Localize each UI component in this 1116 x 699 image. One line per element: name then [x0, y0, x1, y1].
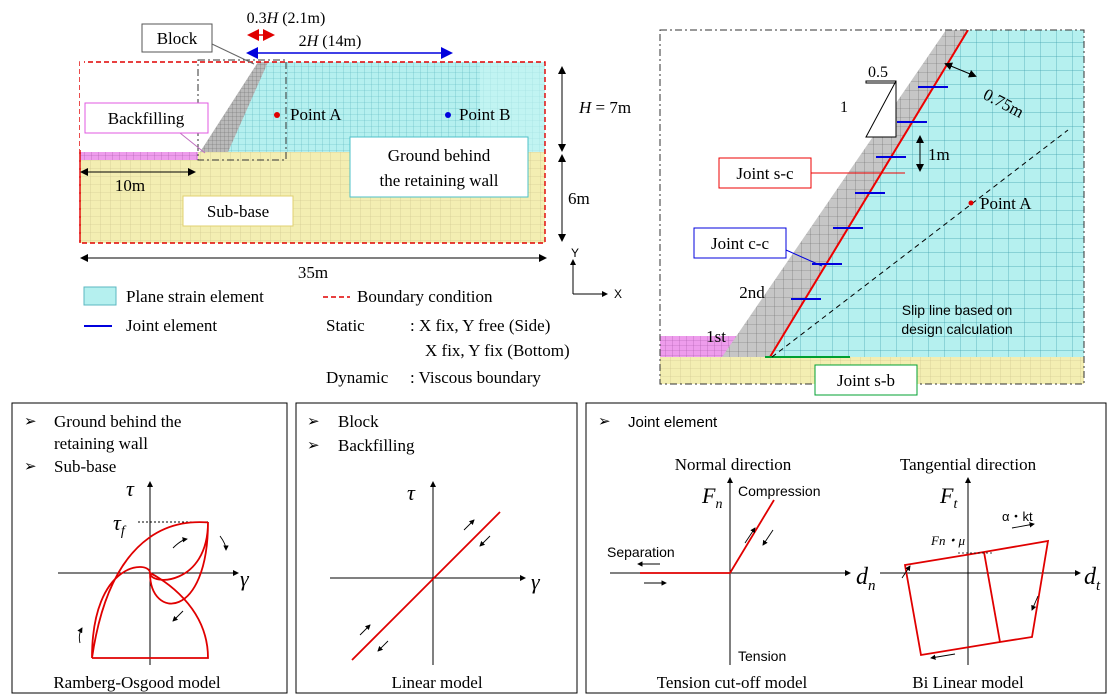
legend-plane-strain-swatch: [83, 286, 117, 306]
x-axis-label: X: [614, 287, 622, 301]
panel-ro: [11, 402, 288, 694]
detail-point-a-marker: [968, 200, 974, 206]
separation-label: Separation: [607, 544, 675, 560]
backfill-mesh: [80, 152, 198, 160]
subbase-label-box: [182, 195, 294, 227]
compression-label: Compression: [738, 483, 820, 499]
bilinear-loop: [903, 539, 1050, 657]
spacing-label: 1m: [928, 145, 950, 164]
layer-1st-label: 1st: [706, 327, 726, 346]
linear-y-label: τ: [407, 480, 416, 505]
linear-x-label: γ: [531, 569, 541, 594]
y-axis-label: Y: [571, 246, 579, 260]
stiffness-label: α・kt: [1002, 509, 1033, 524]
bullet-arrow: ➢: [24, 414, 37, 430]
bullet-arrow: ➢: [24, 459, 37, 475]
ro-hysteresis-curve: [91, 521, 209, 659]
legend-joint-label: Joint element: [126, 316, 217, 335]
static-line2: X fix, Y fix (Bottom): [425, 341, 570, 360]
ro-bullet-1a: Ground behind the: [54, 412, 181, 431]
point-b-marker: [445, 112, 451, 118]
tangential-y-label: Ft: [939, 483, 958, 512]
subbase-label: Sub-base: [207, 202, 269, 221]
slope-triangle: [865, 80, 897, 138]
slope-h-label: 0.5: [868, 64, 888, 81]
normal-caption: Tension cut-off model: [657, 673, 808, 692]
dim-03h-label: 0.3H (2.1m): [247, 10, 326, 27]
ground-mesh: [226, 62, 545, 152]
ro-peak-label: τf: [113, 510, 127, 539]
dynamic-label: Dynamic: [326, 368, 389, 387]
linear-bullet-2: Backfilling: [338, 436, 415, 455]
point-a-label: Point A: [290, 105, 342, 124]
legend-plane-strain-label: Plane strain element: [126, 287, 264, 306]
tension-cutoff-curve: [640, 499, 775, 574]
joint-sb-box: [814, 364, 918, 396]
ro-x-label: γ: [240, 566, 250, 591]
normal-title: Normal direction: [675, 455, 792, 474]
bullet-arrow: ➢: [598, 414, 611, 430]
panel-joint: [585, 402, 1107, 694]
detail-point-a-label: Point A: [980, 194, 1032, 213]
dim-35m-label: 35m: [298, 263, 328, 282]
bullet-arrow: ➢: [307, 414, 320, 430]
ro-bullet-1b: retaining wall: [54, 434, 148, 453]
slip-line-label2: design calculation: [901, 321, 1012, 337]
joint-cc-label: Joint c-c: [711, 234, 770, 253]
friction-label: Fn・μ: [930, 533, 965, 548]
tangential-title: Tangential direction: [900, 455, 1037, 474]
ground-label-box: [349, 136, 529, 198]
dim-10m-label: 10m: [115, 176, 145, 195]
ro-panel-content: ➢ Ground behind the retaining wall ➢ Sub…: [24, 412, 250, 692]
point-a-marker: [274, 112, 280, 118]
static-label: Static: [326, 316, 365, 335]
point-b-label: Point B: [459, 105, 511, 124]
normal-x-label: dn: [856, 564, 876, 594]
detail-view: 0.5 1 0.75m 1m Joint s-c Joint c-c Point…: [659, 29, 1085, 396]
fe-model: Block Backfilling Ground behind the reta…: [79, 10, 631, 301]
layer-2nd-label: 2nd: [739, 283, 765, 302]
panel-linear: [295, 402, 578, 694]
ro-caption: Ramberg-Osgood model: [53, 673, 221, 692]
slip-line-label1: Slip line based on: [902, 302, 1013, 318]
tangential-caption: Bi Linear model: [912, 673, 1024, 692]
ro-bullet-2: Sub-base: [54, 457, 116, 476]
normal-y-label: Fn: [701, 483, 722, 512]
joint-cc-box: [693, 227, 787, 259]
detail-block-mesh: [722, 30, 968, 357]
linear-caption: Linear model: [391, 673, 482, 692]
linear-panel-content: ➢ Block ➢ Backfilling τ γ Linear model: [307, 412, 541, 692]
joint-sb-label: Joint s-b: [837, 371, 895, 390]
backfilling-label-box: [84, 102, 209, 134]
block-label: Block: [157, 29, 198, 48]
linear-line: [351, 511, 501, 661]
block-mesh: [200, 62, 268, 152]
static-line1: : X fix, Y free (Side): [410, 316, 550, 335]
thickness-arrow: [944, 62, 977, 78]
ro-y-label: τ: [126, 476, 135, 501]
tangential-x-label: dt: [1084, 564, 1101, 594]
legend-boundary-label: Boundary condition: [357, 287, 493, 306]
detail-ground-mesh: [770, 30, 1084, 357]
dim-2h-label: 2H (14m): [299, 33, 362, 50]
block-label-box: [141, 23, 213, 53]
joint-panel-content: ➢ Joint element Normal direction Fn dn C…: [598, 414, 1101, 692]
ground-label-line2: the retaining wall: [380, 171, 499, 190]
slope-v-label: 1: [840, 99, 848, 116]
bullet-arrow: ➢: [307, 438, 320, 454]
linear-bullet-1: Block: [338, 412, 379, 431]
joint-cc-lines: [791, 86, 948, 300]
joint-sc-label: Joint s-c: [736, 164, 794, 183]
joint-cc-leader: [785, 249, 823, 267]
slip-line: [771, 129, 1069, 358]
dim-h-label: H = 7m: [578, 98, 631, 117]
dynamic-line: : Viscous boundary: [410, 368, 541, 387]
dim-6m-label: 6m: [568, 189, 590, 208]
legend: Plane strain element Boundary condition …: [83, 286, 570, 387]
joint-bullet: Joint element: [628, 414, 718, 431]
ground-label-line1: Ground behind: [388, 146, 491, 165]
backfilling-label: Backfilling: [108, 109, 185, 128]
tension-label: Tension: [738, 648, 786, 664]
